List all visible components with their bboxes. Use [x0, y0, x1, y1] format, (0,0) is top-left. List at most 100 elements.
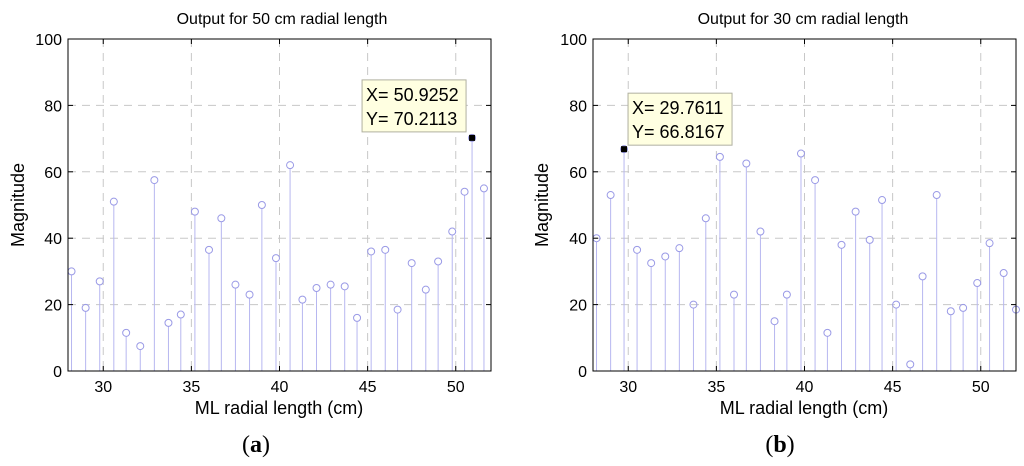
chart-a-point-24[interactable] — [393, 305, 402, 314]
chart-b-point-7[interactable] — [689, 300, 698, 309]
chart-a-ytick-label-3: 60 — [44, 165, 62, 182]
chart-a-selected-point[interactable] — [469, 134, 476, 141]
chart-b-point-27[interactable] — [959, 303, 968, 312]
chart-b-point-28[interactable] — [973, 279, 982, 288]
chart-b-ytick-label-4: 80 — [569, 98, 587, 115]
chart-a-point-31[interactable] — [479, 184, 488, 193]
chart-a-point-5[interactable] — [136, 342, 145, 351]
chart-b-point-10[interactable] — [730, 290, 738, 299]
chart-a-panel-label: (a) — [242, 432, 270, 458]
chart-a-point-22[interactable] — [367, 247, 376, 256]
chart-a-point-20[interactable] — [340, 282, 349, 291]
chart-a-point-26[interactable] — [421, 285, 430, 294]
chart-b-ylabel: Magnitude — [532, 163, 552, 247]
chart-b-point-16[interactable] — [811, 176, 820, 185]
chart-a-point-17[interactable] — [298, 295, 307, 304]
chart-a-ytick-label-5: 100 — [35, 32, 62, 49]
chart-b-point-3[interactable] — [633, 245, 642, 254]
chart-b-selected-point[interactable] — [621, 146, 628, 153]
chart-a-ytick-label-1: 20 — [44, 298, 62, 315]
chart-a-point-28[interactable] — [448, 227, 457, 236]
chart-b-ytick-label-0: 0 — [578, 364, 587, 381]
chart-a-point-29[interactable] — [460, 187, 469, 196]
chart-a-point-8[interactable] — [176, 310, 185, 319]
chart-a-point-12[interactable] — [231, 280, 240, 289]
chart-b-point-20[interactable] — [865, 235, 874, 244]
chart-a-point-21[interactable] — [353, 313, 362, 322]
chart-b-xtick-label-3: 45 — [884, 379, 902, 396]
chart-b-datatip-x: X= 29.7611 — [632, 98, 723, 118]
chart-a-point-6[interactable] — [150, 176, 159, 185]
chart-a-point-19[interactable] — [326, 280, 335, 289]
chart-a-point-0[interactable] — [67, 267, 76, 276]
chart-a-ytick-label-2: 40 — [44, 231, 62, 248]
chart-a-xtick-label-1: 35 — [182, 379, 200, 396]
chart-b-point-12[interactable] — [756, 227, 765, 236]
chart-a-title: Output for 50 cm radial length — [177, 11, 388, 28]
chart-b-stems — [592, 145, 1020, 371]
chart-b-xtick-label-1: 35 — [707, 379, 725, 396]
chart-a-point-7[interactable] — [164, 318, 173, 327]
chart-b-point-6[interactable] — [675, 244, 684, 253]
chart-b-point-26[interactable] — [946, 307, 955, 316]
chart-a-point-14[interactable] — [257, 201, 266, 209]
chart-a-point-30[interactable] — [468, 133, 477, 142]
chart-a: Output for 50 cm radial length 30 35 40 45 5… — [8, 11, 492, 458]
chart-b-point-29[interactable] — [985, 239, 994, 248]
chart-a-datatip-box — [361, 79, 467, 133]
chart-b-point-15[interactable] — [796, 149, 805, 158]
chart-a-point-4[interactable] — [122, 328, 131, 337]
chart-a-point-15[interactable] — [271, 254, 280, 263]
chart-a-ytick-label-0: 0 — [53, 364, 62, 381]
chart-b-point-9[interactable] — [715, 152, 724, 161]
chart-b-panel-label: (b) — [765, 432, 794, 458]
chart-a-xlabel: ML radial length (cm) — [195, 398, 363, 418]
chart-a-ytick-label-4: 80 — [44, 98, 62, 115]
chart-a-datatip-x: X= 50.9252 — [366, 85, 459, 105]
chart-b-point-5[interactable] — [661, 252, 670, 261]
chart-a-xtick-label-0: 30 — [94, 379, 112, 396]
chart-a-point-10[interactable] — [205, 245, 213, 254]
chart-b-point-24[interactable] — [918, 272, 927, 281]
chart-b-title: Output for 30 cm radial length — [698, 11, 909, 28]
chart-a-datatip-y: Y= 70.2113 — [366, 109, 457, 129]
chart-b-point-23[interactable] — [906, 360, 915, 369]
chart-a-point-1[interactable] — [81, 303, 90, 312]
chart-b-point-14[interactable] — [782, 290, 791, 299]
chart-b-ytick-label-5: 100 — [560, 32, 587, 49]
chart-b-xtick-label-0: 30 — [619, 379, 637, 396]
chart-b-point-22[interactable] — [892, 300, 901, 309]
chart-a-point-3[interactable] — [109, 197, 118, 206]
chart-b-axes: 30 35 40 45 50 0 20 40 60 80 100 — [560, 32, 1017, 396]
chart-b-point-18[interactable] — [837, 240, 846, 249]
chart-a-xtick-label-3: 45 — [359, 379, 377, 396]
chart-b-xlabel: ML radial length (cm) — [720, 398, 888, 418]
chart-b-point-25[interactable] — [932, 191, 941, 200]
chart-a-datatip[interactable]: X= 50.9252 Y= 70.2113 — [361, 79, 476, 141]
chart-a-point-25[interactable] — [407, 259, 416, 268]
chart-b-point-8[interactable] — [701, 214, 710, 223]
chart-a-point-23[interactable] — [381, 245, 390, 254]
chart-a-point-13[interactable] — [245, 290, 254, 299]
chart-b-point-17[interactable] — [823, 328, 832, 337]
chart-a-point-9[interactable] — [190, 207, 199, 216]
chart-a-point-27[interactable] — [434, 257, 443, 266]
chart-b-point-1[interactable] — [606, 191, 615, 200]
chart-b-grid — [593, 39, 1016, 371]
chart-a-point-11[interactable] — [217, 214, 226, 223]
chart-b-point-2[interactable] — [620, 145, 629, 154]
chart-b-point-13[interactable] — [770, 317, 779, 326]
chart-b-point-4[interactable] — [647, 259, 656, 268]
chart-a-point-2[interactable] — [95, 277, 104, 286]
chart-b-point-19[interactable] — [851, 207, 860, 216]
chart-a-axes: 30 35 40 45 50 0 20 40 60 80 100 — [35, 32, 492, 396]
chart-a-point-16[interactable] — [286, 161, 295, 170]
chart-b-datatip[interactable]: X= 29.7611 Y= 66.8167 — [621, 92, 733, 153]
chart-b-point-11[interactable] — [742, 159, 751, 168]
chart-a-point-18[interactable] — [312, 284, 321, 292]
chart-b-xtick-label-2: 40 — [796, 379, 814, 396]
chart-b-point-21[interactable] — [878, 196, 887, 205]
chart-b-point-30[interactable] — [999, 269, 1008, 278]
chart-b-datatip-box — [627, 92, 733, 146]
